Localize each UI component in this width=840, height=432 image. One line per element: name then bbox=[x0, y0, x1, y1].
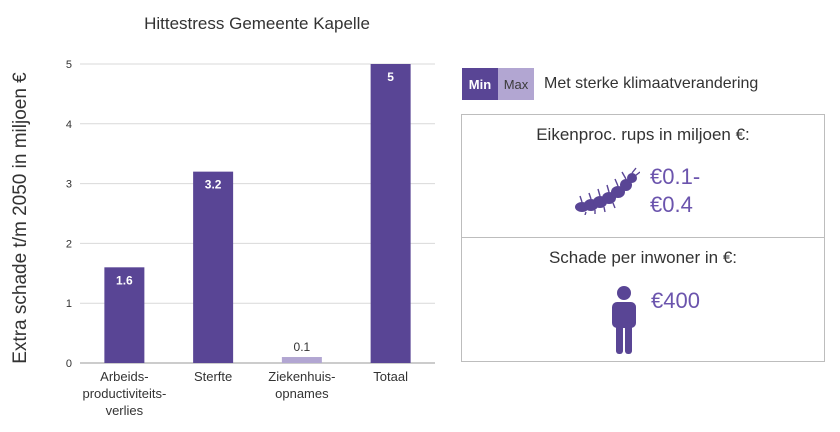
x-tick-label: Arbeids- bbox=[100, 369, 148, 384]
caterpillar-panel: Eikenproc. rups in miljoen €: €0.1- €0.4 bbox=[461, 114, 825, 239]
y-tick-label: 2 bbox=[66, 238, 72, 250]
x-tick-label: verlies bbox=[106, 403, 144, 418]
y-tick-label: 3 bbox=[66, 179, 72, 191]
caterpillar-value-line1: €0.1- bbox=[650, 164, 701, 189]
legend-text: Met sterke klimaatverandering bbox=[544, 75, 759, 92]
bar-chart: Hittestress Gemeente Kapelle Extra schad… bbox=[10, 14, 435, 418]
bar-value-label: 1.6 bbox=[116, 273, 133, 287]
x-tick-label: productiviteits- bbox=[82, 386, 166, 401]
caterpillar-icon bbox=[575, 167, 640, 215]
x-tick-label: Sterfte bbox=[194, 369, 232, 384]
bar bbox=[193, 171, 234, 363]
legend: Min Max Met sterke klimaatverandering bbox=[462, 68, 758, 100]
x-tick-label: Totaal bbox=[373, 369, 408, 384]
legend-max-swatch: Max bbox=[498, 68, 534, 100]
bar-value-label: 3.2 bbox=[205, 178, 222, 192]
bar-value-label: 5 bbox=[387, 70, 394, 84]
bar bbox=[281, 357, 322, 363]
bar-value-label: 0.1 bbox=[294, 340, 311, 354]
caterpillar-value-line2: €0.4 bbox=[650, 192, 693, 217]
x-tick-label: Ziekenhuis- bbox=[268, 369, 335, 384]
bar bbox=[104, 267, 145, 363]
per-resident-panel: Schade per inwoner in €: €400 bbox=[461, 237, 825, 362]
caterpillar-panel-title: Eikenproc. rups in miljoen €: bbox=[536, 125, 750, 144]
per-resident-value: €400 bbox=[651, 288, 700, 313]
chart-title: Hittestress Gemeente Kapelle bbox=[144, 14, 370, 33]
legend-min-swatch: Min bbox=[462, 68, 498, 100]
person-icon bbox=[612, 286, 636, 354]
y-axis-label: Extra schade t/m 2050 in miljoen € bbox=[10, 72, 31, 364]
y-tick-label: 5 bbox=[66, 59, 72, 71]
y-tick-label: 4 bbox=[66, 119, 72, 131]
y-tick-label: 1 bbox=[66, 298, 72, 310]
per-resident-panel-title: Schade per inwoner in €: bbox=[548, 248, 738, 267]
x-tick-label: opnames bbox=[275, 386, 329, 401]
bar bbox=[370, 64, 411, 363]
caterpillar-value: €0.1- €0.4 bbox=[650, 163, 700, 219]
y-tick-label: 0 bbox=[66, 358, 72, 370]
